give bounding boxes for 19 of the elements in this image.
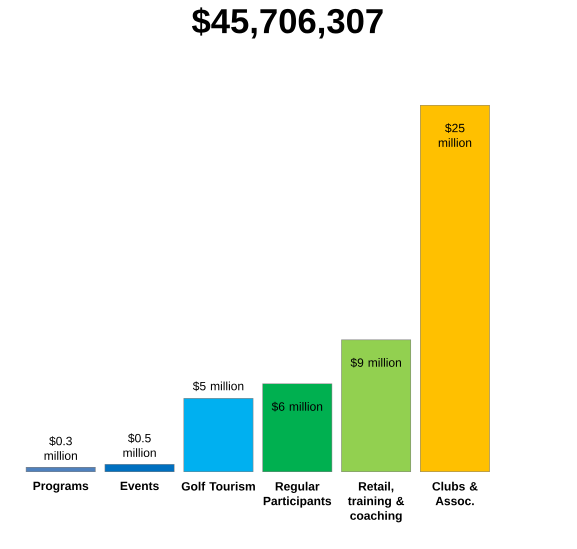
x-tick-label: Retail, training & coaching <box>348 482 404 522</box>
bar <box>104 464 175 472</box>
bar <box>262 384 332 472</box>
data-label: $0.3 million <box>44 436 77 460</box>
data-label: $0.5 million <box>123 433 156 458</box>
bar <box>420 105 490 472</box>
data-label: $6 million <box>272 402 322 412</box>
chart-title: $45,706,307 <box>192 7 383 38</box>
bar <box>184 398 254 472</box>
x-tick-label: Programs <box>34 482 88 493</box>
x-tick-label: Events <box>120 482 159 490</box>
x-tick-label: Golf Tourism <box>182 482 255 491</box>
bar <box>26 467 96 472</box>
bar <box>341 340 412 472</box>
data-label: $9 million <box>350 358 401 368</box>
data-label: $25 million <box>438 123 472 147</box>
x-tick-label: Clubs & Assoc. <box>432 482 478 506</box>
x-tick-label: Regular Participants <box>264 482 332 508</box>
data-label: $5 million <box>192 381 244 392</box>
